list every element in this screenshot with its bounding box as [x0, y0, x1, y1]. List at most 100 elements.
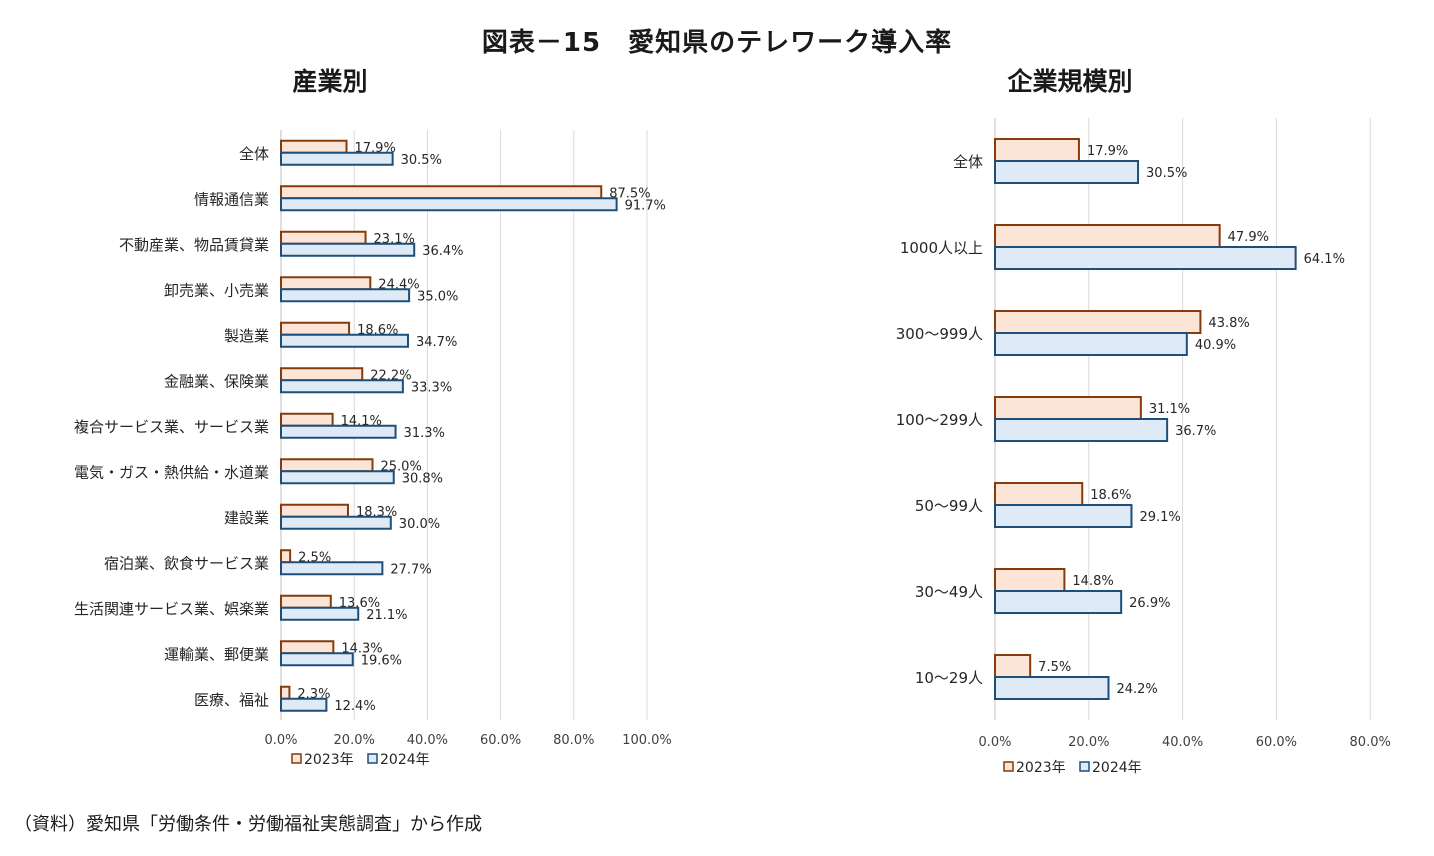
main-title: 図表－15 愛知県のテレワーク導入率 — [481, 28, 953, 58]
size-tick-label: 0.0% — [978, 735, 1011, 750]
industry-chart-title: 産業別 — [292, 67, 368, 96]
size-data-label: 14.8% — [1072, 574, 1113, 589]
size-data-label: 31.1% — [1149, 402, 1190, 417]
industry-data-label: 34.7% — [416, 335, 457, 350]
industry-tick-label: 20.0% — [334, 733, 375, 748]
industry-data-label: 30.5% — [401, 153, 442, 168]
industry-category-label: 医療、福祉 — [194, 691, 269, 709]
industry-bar-2023 — [280, 185, 603, 200]
industry-bar-2024 — [280, 697, 328, 712]
industry-data-label: 91.7% — [625, 198, 666, 213]
industry-bar-2023 — [280, 549, 292, 564]
industry-category-label: 情報通信業 — [194, 190, 269, 208]
industry-bar-2024 — [280, 561, 384, 576]
industry-category-label: 全体 — [239, 145, 269, 163]
industry-category-label: 卸売業、小売業 — [164, 281, 269, 299]
size-tick-label: 60.0% — [1256, 735, 1297, 750]
industry-data-label: 87.5% — [609, 186, 650, 201]
size-bar-2024 — [994, 590, 1123, 614]
size-category-label: 10～29人 — [915, 669, 983, 687]
size-category-label: 100～299人 — [896, 411, 983, 429]
industry-data-label: 30.0% — [399, 517, 440, 532]
industry-bar-2023 — [280, 230, 367, 245]
industry-bar-2023 — [280, 321, 351, 336]
size-data-label: 47.9% — [1228, 230, 1269, 245]
industry-bar-2024 — [280, 333, 410, 348]
size-data-label: 17.9% — [1087, 144, 1128, 159]
size-category-label: 全体 — [953, 153, 983, 171]
size-legend-label: 2023年 — [1016, 760, 1066, 776]
industry-data-label: 30.8% — [402, 471, 443, 486]
industry-bar-2023 — [280, 139, 348, 154]
industry-tick-label: 100.0% — [622, 733, 672, 748]
industry-bar-2024 — [280, 151, 394, 166]
industry-data-label: 21.1% — [366, 608, 407, 623]
industry-bar-2023 — [280, 685, 291, 700]
industry-data-label: 27.7% — [390, 562, 431, 577]
size-data-label: 64.1% — [1304, 252, 1345, 267]
size-bar-2024 — [994, 332, 1188, 356]
size-tick-label: 80.0% — [1350, 735, 1391, 750]
industry-legend-swatch-2023 — [291, 753, 302, 764]
size-bar-2024 — [994, 418, 1169, 442]
size-legend-label: 2024年 — [1092, 760, 1142, 776]
size-tick-label: 40.0% — [1162, 735, 1203, 750]
industry-category-label: 建設業 — [224, 509, 269, 527]
industry-category-label: 電気・ガス・熱供給・水道業 — [74, 463, 269, 481]
size-category-label: 300～999人 — [896, 325, 983, 343]
industry-bar-2023 — [280, 367, 364, 382]
size-bar-2024 — [994, 676, 1110, 700]
source-note: （資料）愛知県「労働条件・労働福祉実態調査」から作成 — [14, 814, 482, 835]
industry-tick-label: 60.0% — [480, 733, 521, 748]
industry-bar-2024 — [280, 288, 411, 303]
industry-legend-label: 2023年 — [304, 752, 354, 768]
size-data-label: 30.5% — [1146, 166, 1187, 181]
industry-category-label: 製造業 — [224, 327, 269, 345]
industry-bar-2024 — [280, 515, 392, 530]
industry-data-label: 36.4% — [422, 244, 463, 259]
industry-category-label: 複合サービス業、サービス業 — [74, 418, 269, 436]
size-data-label: 7.5% — [1038, 660, 1071, 675]
industry-bar-2023 — [280, 458, 374, 473]
industry-category-label: 金融業、保険業 — [164, 372, 269, 390]
size-bar-2023 — [994, 310, 1202, 334]
industry-bar-2023 — [280, 594, 332, 609]
industry-data-label: 35.0% — [417, 289, 458, 304]
size-bar-2024 — [994, 504, 1133, 528]
industry-data-label: 19.6% — [361, 653, 402, 668]
industry-bar-2023 — [280, 640, 335, 655]
industry-bar-2023 — [280, 276, 372, 291]
industry-bar-2023 — [280, 412, 334, 427]
size-bar-2023 — [994, 138, 1080, 162]
size-data-label: 18.6% — [1090, 488, 1131, 503]
industry-bar-2024 — [280, 470, 395, 485]
industry-legend-label: 2024年 — [380, 752, 430, 768]
industry-bar-2024 — [280, 652, 354, 667]
industry-bar-2024 — [280, 379, 404, 394]
industry-bar-2024 — [280, 242, 416, 257]
industry-data-label: 33.3% — [411, 380, 452, 395]
industry-category-label: 宿泊業、飲食サービス業 — [104, 554, 269, 572]
industry-tick-label: 40.0% — [407, 733, 448, 748]
industry-data-label: 31.3% — [404, 426, 445, 441]
industry-tick-label: 80.0% — [553, 733, 594, 748]
size-data-label: 24.2% — [1116, 682, 1157, 697]
size-legend-swatch-2023 — [1003, 761, 1014, 772]
size-bar-2023 — [994, 568, 1066, 592]
size-data-label: 40.9% — [1195, 338, 1236, 353]
industry-bar-2024 — [280, 424, 397, 439]
industry-category-label: 運輸業、郵便業 — [164, 645, 269, 663]
size-bar-2024 — [994, 246, 1297, 270]
size-legend-swatch-2024 — [1079, 761, 1090, 772]
industry-bar-2024 — [280, 197, 618, 212]
size-bar-2024 — [994, 160, 1140, 184]
size-category-label: 1000人以上 — [900, 239, 983, 257]
size-data-label: 26.9% — [1129, 596, 1170, 611]
industry-bar-2023 — [280, 503, 349, 518]
industry-category-label: 生活関連サービス業、娯楽業 — [74, 600, 269, 618]
industry-legend-swatch-2024 — [367, 753, 378, 764]
size-bar-2023 — [994, 396, 1142, 420]
size-tick-label: 20.0% — [1068, 735, 1109, 750]
size-category-label: 50～99人 — [915, 497, 983, 515]
